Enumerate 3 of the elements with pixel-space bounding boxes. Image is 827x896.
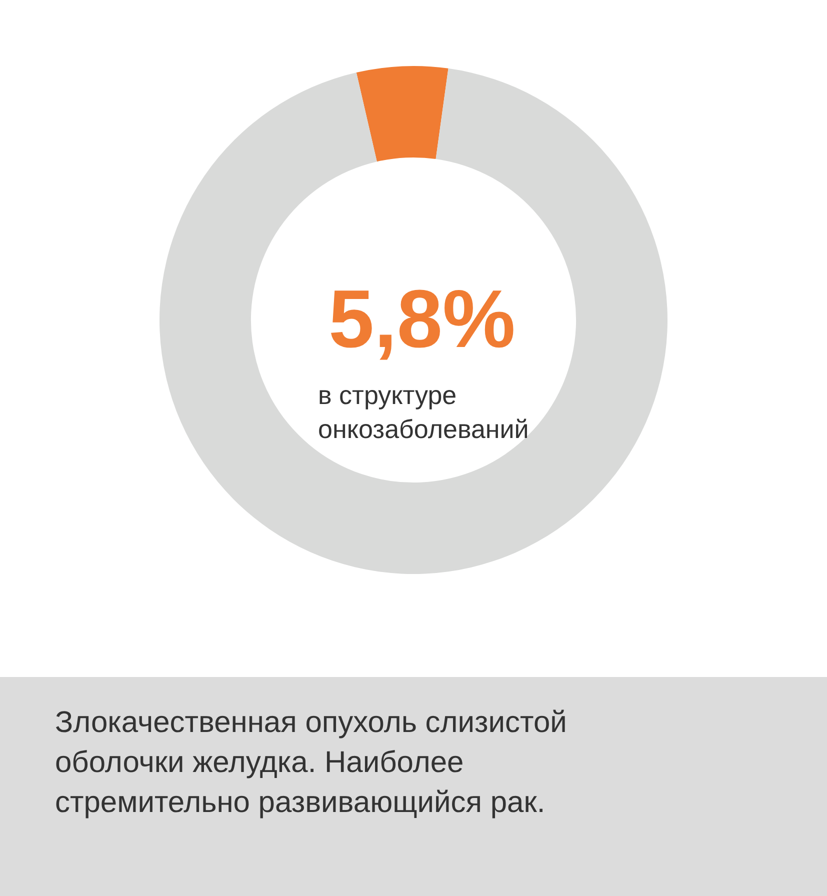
- text: 5,8%: [328, 273, 516, 367]
- text: в структуре онкозаболеваний: [318, 379, 529, 446]
- text: Злокачественная опухоль слизистой оболочки желудка. Наиболее стремительно развивающийся рак.: [55, 705, 568, 821]
